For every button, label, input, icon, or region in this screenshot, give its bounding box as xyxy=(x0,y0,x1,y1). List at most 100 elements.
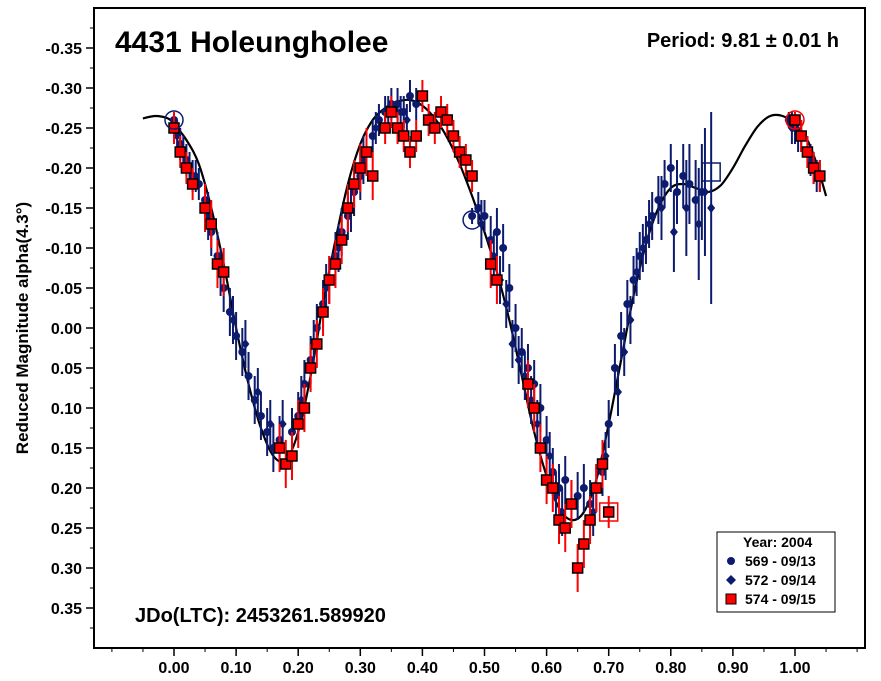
data-point-square xyxy=(398,130,410,142)
x-tick-label: 0.80 xyxy=(655,660,686,677)
data-point-square xyxy=(453,146,466,158)
data-point-square xyxy=(801,146,814,158)
data-point-square xyxy=(534,442,547,454)
y-tick-label: 0.05 xyxy=(51,361,82,378)
x-tick-label: 0.30 xyxy=(345,660,376,677)
legend-box xyxy=(716,531,836,613)
data-point-circle xyxy=(673,188,682,196)
data-point-square xyxy=(205,218,218,230)
data-point-square xyxy=(391,122,404,134)
x-tick-label: 0.00 xyxy=(158,660,189,677)
data-point-circle xyxy=(511,324,520,332)
data-point-circle xyxy=(691,196,700,204)
data-point-diamond xyxy=(502,299,511,309)
data-point-square xyxy=(410,130,422,142)
y-tick-label: -0.10 xyxy=(46,241,83,258)
x-tick-label: 0.70 xyxy=(593,660,624,677)
data-point-diamond xyxy=(533,419,542,429)
data-point-circle xyxy=(604,420,613,428)
data-point-square xyxy=(311,338,323,350)
data-point-circle xyxy=(542,436,551,444)
legend-marker-569 xyxy=(727,557,735,565)
data-point-diamond xyxy=(477,219,486,229)
data-point-circle xyxy=(256,412,265,420)
data-point-square xyxy=(435,106,447,118)
data-point-diamond xyxy=(669,227,678,237)
data-point-square xyxy=(602,506,615,518)
data-point-square xyxy=(342,202,354,214)
data-point-circle xyxy=(505,284,514,292)
data-point-square xyxy=(466,170,478,182)
session-start-marker xyxy=(462,210,482,230)
legend-marker-572 xyxy=(726,575,736,585)
data-point-square xyxy=(366,170,379,182)
data-point-circle xyxy=(492,228,501,236)
data-point-diamond xyxy=(638,243,647,253)
data-point-square xyxy=(199,202,211,214)
data-point-circle xyxy=(561,476,570,484)
data-point-circle xyxy=(617,332,626,340)
data-point-square xyxy=(571,562,584,574)
data-point-square xyxy=(422,114,435,126)
data-point-square xyxy=(286,450,298,462)
data-point-square xyxy=(379,122,391,134)
data-point-circle xyxy=(573,492,582,500)
data-point-circle xyxy=(499,244,508,252)
data-point-diamond xyxy=(228,315,237,325)
x-tick-label: 0.10 xyxy=(221,660,252,677)
y-axis-ticks: -0.35 -0.30 -0.25 -0.20 -0.15 -0.10 -0.05 0.00 0… xyxy=(46,27,94,629)
data-point-circle xyxy=(629,276,638,284)
data-point-diamond xyxy=(508,339,517,349)
session-start-marker xyxy=(701,162,721,182)
data-point-square xyxy=(807,162,820,174)
data-point-square xyxy=(522,378,534,390)
data-point-circle xyxy=(679,172,688,180)
data-point-square xyxy=(335,234,348,246)
data-point-square xyxy=(484,258,497,270)
data-point-circle xyxy=(250,396,259,404)
data-point-circle xyxy=(412,100,421,108)
data-point-circle xyxy=(648,212,657,220)
y-tick-label: 0.20 xyxy=(51,481,82,498)
data-point-circle xyxy=(660,180,669,188)
x-tick-label: 0.60 xyxy=(531,660,562,677)
data-point-circle xyxy=(579,484,588,492)
y-tick-label: -0.30 xyxy=(46,81,83,98)
data-point-square xyxy=(180,162,193,174)
y-tick-label: -0.05 xyxy=(46,281,83,298)
data-point-circle xyxy=(244,372,253,380)
data-point-circle xyxy=(623,300,632,308)
data-point-square xyxy=(547,482,559,494)
data-point-circle xyxy=(610,364,619,372)
data-point-circle xyxy=(468,212,477,220)
data-point-square xyxy=(460,154,472,166)
data-point-square xyxy=(298,402,311,414)
data-point-circle xyxy=(474,204,483,212)
data-point-circle xyxy=(517,348,526,356)
data-point-square xyxy=(186,178,199,190)
data-point-diamond xyxy=(707,203,716,213)
legend-label-572: 572 - 09/14 xyxy=(745,572,816,588)
data-point-square xyxy=(273,442,286,454)
data-point-diamond xyxy=(614,387,623,397)
data-point-diamond xyxy=(278,419,287,429)
data-point-square xyxy=(360,146,373,158)
y-axis-label: Reduced Magnitude alpha(4.3°) xyxy=(13,202,32,454)
data-point-square xyxy=(354,162,367,174)
data-point-circle xyxy=(393,100,402,108)
data-point-diamond xyxy=(657,203,666,213)
data-point-square xyxy=(211,258,224,270)
data-point-square xyxy=(217,266,230,278)
data-point-square xyxy=(404,146,416,158)
session-start-marker xyxy=(598,502,619,522)
data-point-square xyxy=(789,114,801,126)
data-point-square xyxy=(317,306,329,318)
x-tick-label: 0.20 xyxy=(283,660,314,677)
data-point-circle xyxy=(225,308,234,316)
legend-title: Year: 2004 xyxy=(743,534,812,550)
data-point-circle xyxy=(635,252,644,260)
x-tick-label: 1.00 xyxy=(779,660,810,677)
data-point-circle xyxy=(238,348,247,356)
data-point-square xyxy=(292,418,304,430)
data-point-diamond xyxy=(694,219,703,229)
